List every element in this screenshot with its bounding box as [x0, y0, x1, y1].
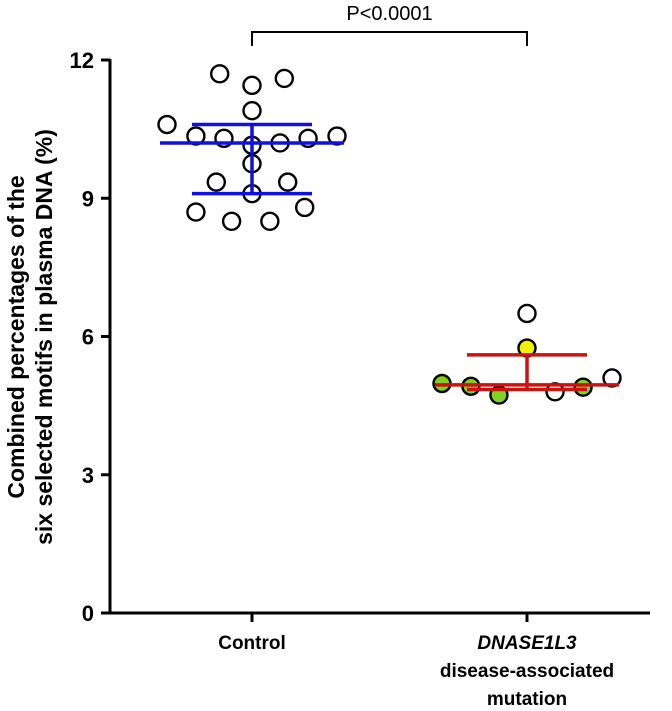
data-point [573, 377, 593, 397]
data-point [206, 172, 227, 192]
y-axis-title-line2: six selected motifs in plasma DNA (%) [31, 129, 57, 545]
data-point [260, 211, 280, 231]
data-point [157, 114, 177, 135]
y-axis-title-line1: Combined percentages of the [3, 175, 29, 498]
y-tick-label: 3 [82, 463, 94, 488]
category-label-control: Control [218, 633, 286, 654]
group-control [157, 64, 347, 231]
category-label-mutation: disease-associated [440, 661, 614, 682]
axes: 0 3 6 9 12 [70, 48, 650, 626]
data-point [242, 100, 262, 121]
data-point [209, 64, 230, 84]
category-label-mutation: DNASE1L3 [477, 633, 577, 654]
y-tick-label: 9 [82, 186, 94, 211]
data-point [278, 172, 298, 192]
y-axis-title: Combined percentages of the six selected… [3, 129, 57, 545]
group-mutation [432, 303, 622, 405]
category-labels: Control DNASE1L3 disease-associated mutatio… [218, 633, 614, 710]
data-point [274, 68, 294, 89]
data-point [221, 211, 242, 231]
category-label-mutation: mutation [487, 689, 567, 710]
data-point [186, 202, 206, 222]
data-point [517, 303, 537, 324]
p-value-label: P<0.0001 [346, 3, 432, 25]
data-point [295, 197, 315, 218]
plot-marks: P<0.0001 [157, 3, 622, 405]
y-tick-label: 12 [70, 48, 94, 73]
data-point [242, 75, 262, 96]
y-tick-label: 6 [82, 325, 94, 350]
significance-bracket [251, 31, 528, 46]
y-tick-label: 0 [82, 601, 94, 626]
